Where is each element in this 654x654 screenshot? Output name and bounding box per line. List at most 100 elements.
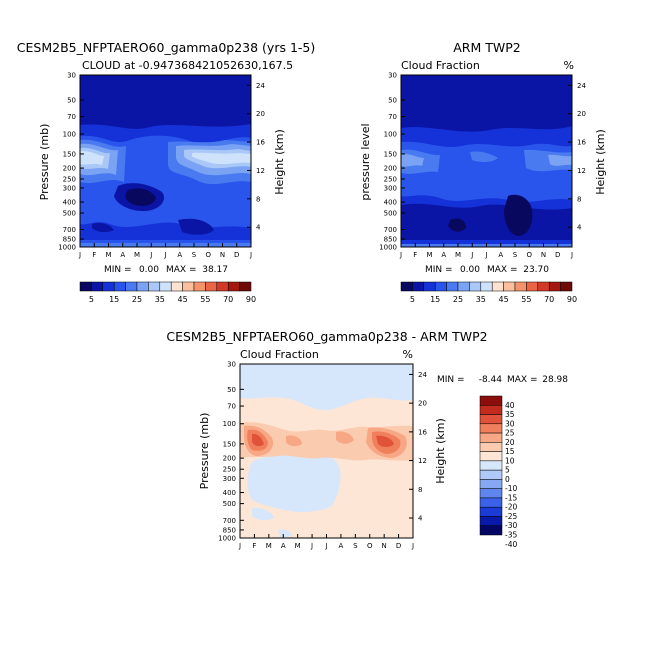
colorbar-label: 40 (505, 401, 515, 410)
pressure-tick-label: 250 (223, 466, 236, 474)
panel-model-stats: MIN = 0.00 MAX = 38.17 (104, 265, 228, 275)
panel-obs-min-label: MIN = (425, 265, 453, 275)
colorbar-label: -10 (505, 484, 517, 493)
colorbar-label: 90 (246, 295, 256, 304)
pressure-tick-label: 150 (384, 150, 397, 158)
colorbar-label: 35 (505, 410, 515, 419)
colorbar-label: 5 (410, 295, 415, 304)
panel-diff-max-label: MAX = (507, 375, 538, 385)
month-tick-label: J (399, 251, 402, 259)
pressure-tick-label: 30 (227, 361, 236, 369)
colorbar-swatch (412, 281, 425, 292)
pressure-tick-label: 400 (384, 199, 397, 207)
panel-obs-max-label: MAX = (487, 265, 518, 275)
colorbar-swatch (479, 395, 503, 406)
pressure-tick-label: 100 (63, 131, 76, 139)
colorbar-label: 0 (505, 475, 510, 484)
colorbar-swatch (423, 281, 436, 292)
colorbar-swatch (479, 469, 503, 480)
pressure-tick-label: 200 (384, 165, 397, 173)
height-tick-label: 12 (418, 457, 427, 465)
pressure-tick-label: 300 (63, 184, 76, 192)
panel-model-title: CESM2B5_NFPTAERO60_gamma0p238 (yrs 1-5) (17, 40, 315, 55)
panel-diff-height-axis: 24 20 16 12 8 4 (409, 371, 427, 522)
panel-obs-title: ARM TWP2 (453, 40, 520, 55)
colorbar-swatch (102, 281, 115, 292)
pressure-tick-label: 30 (388, 72, 397, 80)
pressure-tick-label: 100 (223, 420, 236, 428)
height-tick-label: 4 (256, 224, 261, 232)
pressure-tick-label: 50 (67, 97, 76, 105)
colorbar-swatch (205, 281, 218, 292)
colorbar-swatch (479, 442, 503, 452)
colorbar-swatch (479, 423, 503, 434)
pressure-tick-label: 850 (384, 236, 397, 244)
panel-diff-subtitle: Cloud Fraction (240, 348, 319, 361)
colorbar-label: 20 (505, 438, 515, 447)
pressure-tick-label: 200 (223, 455, 236, 463)
panel-model: CESM2B5_NFPTAERO60_gamma0p238 (yrs 1-5) … (17, 40, 315, 304)
pressure-tick-label: 700 (63, 226, 76, 234)
month-tick-label: S (192, 251, 197, 259)
colorbar-swatch (479, 405, 503, 415)
pressure-tick-label: 850 (223, 526, 236, 534)
height-tick-label: 16 (577, 139, 586, 147)
colorbar-swatch (560, 281, 573, 292)
pressure-tick-label: 250 (384, 176, 397, 184)
colorbar-label: -30 (505, 521, 517, 530)
pressure-tick-label: 500 (223, 500, 236, 508)
panel-model-max-value: 38.17 (202, 265, 228, 275)
colorbar-swatch (182, 281, 195, 292)
panel-diff-max-value: 28.98 (542, 375, 568, 385)
colorbar-label: 25 (453, 295, 463, 304)
colorbar-label: 55 (521, 295, 531, 304)
month-tick-label: J (484, 251, 487, 259)
colorbar-label: -40 (505, 540, 517, 549)
pressure-tick-label: 500 (63, 210, 76, 218)
colorbar-label: 90 (567, 295, 577, 304)
colorbar-label: 15 (430, 295, 440, 304)
month-tick-label: A (441, 251, 446, 259)
month-tick-label: A (120, 251, 125, 259)
height-tick-label: 20 (418, 400, 427, 408)
panel-diff-min-label: MIN = (437, 375, 465, 385)
colorbar-swatch (479, 460, 503, 471)
colorbar-label: 35 (476, 295, 486, 304)
pressure-tick-label: 400 (63, 199, 76, 207)
colorbar-swatch (446, 281, 459, 292)
colorbar-swatch (479, 516, 503, 526)
colorbar-swatch (227, 281, 240, 292)
panel-diff-min-value: -8.44 (479, 375, 503, 385)
month-tick-label: A (498, 251, 503, 259)
colorbar-swatch (469, 281, 482, 292)
pressure-tick-label: 70 (227, 403, 236, 411)
height-tick-label: 8 (577, 195, 581, 203)
panel-obs-max-value: 23.70 (523, 265, 549, 275)
pressure-tick-label: 70 (388, 113, 397, 121)
colorbar-label: 10 (505, 456, 515, 465)
colorbar-label: 70 (544, 295, 554, 304)
colorbar-label: 15 (109, 295, 119, 304)
month-tick-label: J (470, 251, 473, 259)
panel-diff-stats: MIN = -8.44 MAX = 28.98 (437, 375, 568, 385)
colorbar-swatch (457, 281, 470, 292)
pressure-tick-label: 250 (63, 176, 76, 184)
month-tick-label: F (92, 251, 96, 259)
panel-model-ylabel-right: Height (km) (273, 129, 286, 195)
month-tick-label: O (367, 542, 373, 550)
colorbar-swatch (503, 281, 516, 292)
month-tick-label: J (411, 542, 414, 550)
pressure-tick-label: 500 (384, 210, 397, 218)
height-tick-label: 20 (577, 110, 586, 118)
colorbar-label: -25 (505, 512, 517, 521)
colorbar-swatch (79, 281, 92, 292)
panel-model-min-value: 0.00 (139, 265, 159, 275)
month-tick-label: N (220, 251, 225, 259)
month-tick-label: J (324, 542, 327, 550)
month-tick-label: D (234, 251, 239, 259)
pressure-tick-label: 850 (63, 236, 76, 244)
month-tick-label: D (555, 251, 560, 259)
